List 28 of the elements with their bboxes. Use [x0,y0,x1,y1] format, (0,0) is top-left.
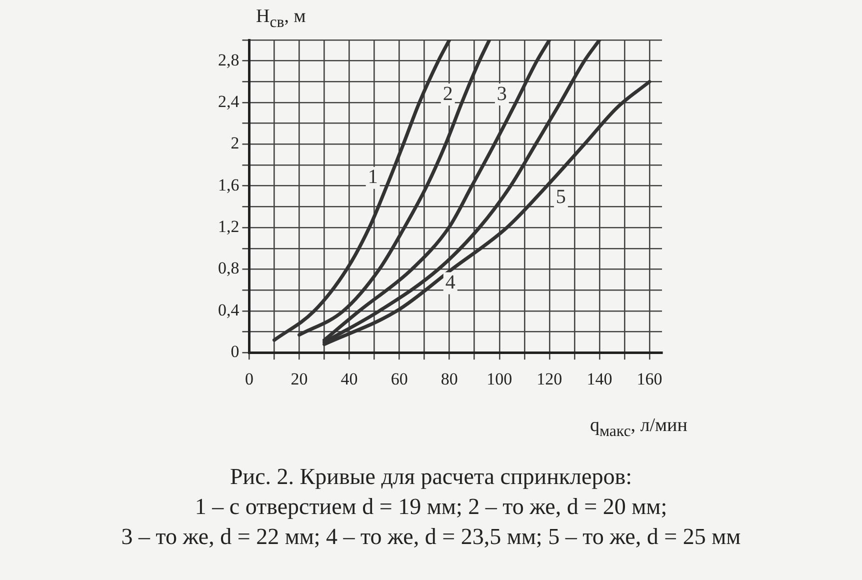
x-tick-label: 60 [390,369,408,388]
x-tick-label: 0 [245,369,254,388]
y-tick-label: 2 [230,134,240,153]
y-tick-label: 1,6 [218,175,240,194]
series-label: 2 [442,82,453,105]
x-tick-label: 80 [440,369,458,388]
x-tick-label: 120 [536,369,562,388]
x-tick-label: 160 [636,369,662,388]
series-label: 5 [556,186,566,208]
text: 3 – то же, d = 22 мм; 4 – то же, d = 23,5 мм; 5 – то же, d = 25 мм [121,524,741,549]
y-tick-label: 1,2 [218,217,240,236]
text: 1 – с отверстием d = 19 мм; 2 – то же, d = 20 мм; [194,494,668,519]
y-tick-label: 2,4 [218,92,240,111]
x-tick-label: 40 [340,369,358,388]
line-series [298,40,492,337]
y-tick-label: 0,8 [218,258,240,278]
x-axis-title: q$_{макс}$, л/мин [590,415,688,441]
x-tick-label: 140 [586,369,612,388]
x-tick-label: 20 [290,369,308,388]
series-label: 3 [496,82,507,105]
text: Рис. 2. Кривые для расчета спринклеров: [230,464,632,489]
y-tick-label: 2,8 [218,50,240,70]
series-label: 1 [368,166,378,188]
y-tick-label: 0,4 [218,300,240,320]
y-axis-title: H$_{св}$, м [256,6,306,32]
y-tick-label: 0 [230,342,240,362]
series-label: 4 [445,271,456,294]
x-tick-label: 100 [486,369,512,388]
